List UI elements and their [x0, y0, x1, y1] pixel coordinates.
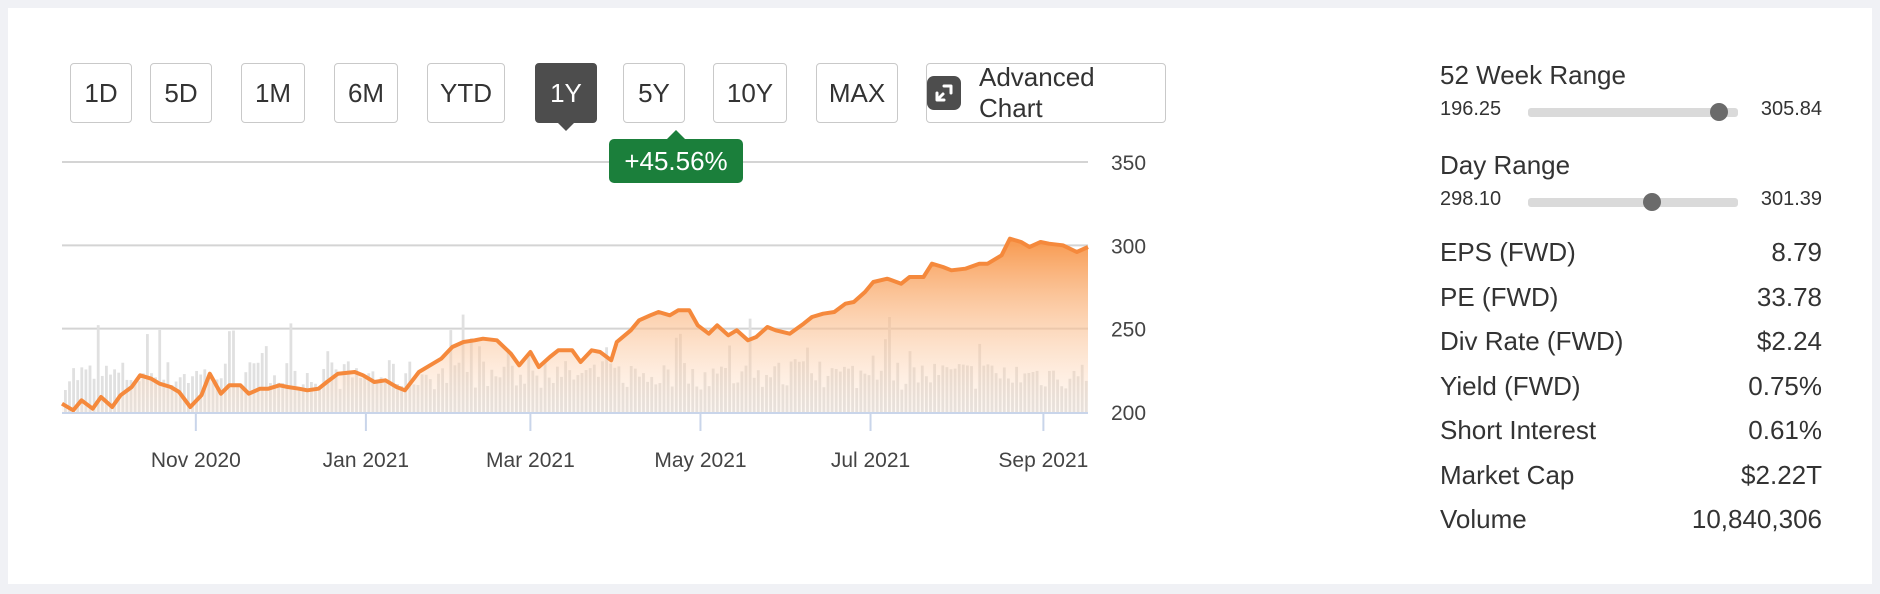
metric-label: Volume: [1440, 504, 1527, 534]
advanced-chart-label: Advanced Chart: [979, 62, 1095, 123]
metric-label: Market Cap: [1440, 459, 1575, 490]
stats-panel: 52 Week Range 196.25 305.84 Day Range 29…: [1440, 58, 1822, 542]
week52-low: 196.25: [1440, 98, 1502, 120]
volume-bar: [100, 375, 104, 412]
x-tick-label: Mar 2021: [486, 449, 575, 472]
metric-value: 0.75%: [1748, 370, 1822, 401]
x-tick-label: May 2021: [654, 449, 746, 472]
volume-bar: [228, 331, 231, 412]
volume-bar: [248, 362, 252, 412]
metric-label: Short Interest: [1440, 415, 1597, 445]
metric-row: Market Cap $2.22T: [1440, 453, 1822, 498]
metric-value: 33.78: [1756, 281, 1822, 312]
metric-row: PE (FWD) 33.78: [1440, 275, 1822, 320]
volume-bar: [64, 389, 67, 412]
metric-value: 8.79: [1771, 237, 1822, 267]
volume-bar: [260, 353, 264, 412]
metric-label: PE (FWD): [1440, 281, 1559, 312]
volume-bar: [195, 370, 198, 412]
week52-range-title: 52 Week Range: [1440, 60, 1626, 90]
metric-label: EPS (FWD): [1440, 237, 1576, 267]
volume-bar: [232, 330, 235, 412]
x-tick-label: Nov 2020: [151, 449, 241, 472]
y-tick-label: 200: [1111, 402, 1146, 425]
metric-row: Div Rate (FWD) $2.24: [1440, 319, 1822, 364]
volume-bar: [264, 346, 268, 412]
volume-bar: [92, 378, 96, 412]
tab-1m[interactable]: 1M: [241, 63, 305, 123]
volume-bar: [252, 363, 256, 412]
quote-card: 200 250 300 350 Nov 2020 Jan 2021 Mar 2021 May…: [8, 8, 1872, 584]
volume-bar: [187, 383, 190, 412]
y-tick-label: 300: [1111, 235, 1146, 258]
metric-row: Short Interest 0.61%: [1440, 408, 1822, 453]
volume-bar: [96, 325, 100, 412]
volume-bar: [76, 380, 80, 412]
volume-bar: [84, 369, 88, 412]
x-tick-label: Sep 2021: [998, 449, 1088, 472]
volume-bar: [158, 329, 162, 412]
volume-bar: [121, 362, 125, 412]
metric-row: EPS (FWD) 8.79: [1440, 230, 1822, 275]
metrics-list: EPS (FWD) 8.79 PE (FWD) 33.78 Div Rate (FWD)…: [1440, 230, 1822, 542]
volume-bar: [68, 381, 71, 412]
tab-5y[interactable]: 5Y: [623, 63, 685, 123]
y-tick-label: 350: [1111, 152, 1146, 175]
metric-label: Yield (FWD): [1440, 370, 1581, 401]
metric-value: 10,840,306: [1691, 504, 1822, 534]
metric-value: $2.24: [1756, 326, 1822, 356]
x-tick-label: Jan 2021: [323, 449, 409, 472]
tab-5d[interactable]: 5D: [150, 63, 212, 123]
volume-bar: [289, 323, 293, 412]
day-range: Day Range 298.10 301.39: [1440, 148, 1822, 218]
volume-bar: [109, 374, 112, 412]
price-line: [60, 236, 1089, 413]
metric-value: 0.61%: [1748, 415, 1822, 445]
volume-bar: [105, 365, 108, 412]
metric-label: Div Rate (FWD): [1440, 326, 1624, 356]
price-area: [62, 238, 1088, 412]
day-range-title: Day Range: [1440, 150, 1571, 180]
metric-value: $2.22T: [1741, 459, 1822, 490]
volume-bar: [146, 334, 149, 412]
tab-6m[interactable]: 6M: [334, 63, 398, 123]
volume-bar: [72, 368, 75, 412]
advanced-chart-button[interactable]: Advanced Chart: [926, 62, 1166, 123]
y-tick-label: 250: [1111, 319, 1146, 342]
tab-max[interactable]: MAX: [816, 63, 898, 123]
day-range-marker: [1642, 193, 1661, 211]
tab-10y[interactable]: 10Y: [713, 63, 787, 123]
volume-bar: [182, 374, 186, 412]
day-range-track: [1528, 193, 1738, 211]
volume-bar: [191, 376, 194, 412]
tab-1y[interactable]: 1Y: [535, 63, 597, 131]
expand-chart-icon: [927, 76, 961, 110]
x-tick-label: Jul 2021: [831, 449, 910, 472]
week52-high: 305.84: [1760, 98, 1822, 120]
volume-bar: [113, 369, 116, 412]
volume-bar: [80, 367, 84, 412]
volume-bar: [88, 365, 92, 412]
metric-row: Yield (FWD) 0.75%: [1440, 364, 1822, 409]
week52-range-track: [1528, 103, 1738, 121]
change-badge: +45.56%: [609, 130, 743, 183]
tab-ytd[interactable]: YTD: [427, 63, 505, 123]
metric-row: Volume 10,840,306: [1440, 497, 1822, 542]
day-high: 301.39: [1760, 188, 1822, 210]
week52-range: 52 Week Range 196.25 305.84: [1440, 58, 1822, 128]
day-low: 298.10: [1440, 188, 1502, 210]
price-chart: 200 250 300 350 Nov 2020 Jan 2021 Mar 2021 May…: [60, 152, 1146, 472]
week52-range-marker: [1710, 103, 1729, 121]
volume-bar: [117, 372, 121, 412]
tab-1d[interactable]: 1D: [70, 63, 132, 123]
